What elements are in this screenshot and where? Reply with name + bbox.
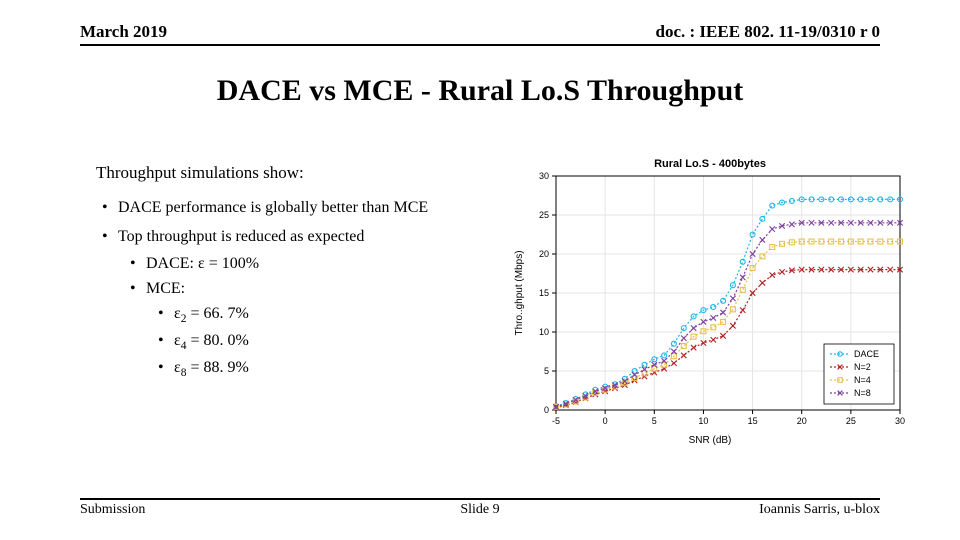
svg-text:5: 5 xyxy=(652,416,657,426)
body-text: Throughput simulations show: DACE perfor… xyxy=(96,160,496,387)
svg-text:10: 10 xyxy=(539,327,549,337)
svg-text:10: 10 xyxy=(698,416,708,426)
footer: Submission Slide 9 Ioannis Sarris, u-blo… xyxy=(80,498,880,518)
svg-text:20: 20 xyxy=(797,416,807,426)
svg-text:-5: -5 xyxy=(552,416,560,426)
chart-xlabel: SNR (dB) xyxy=(510,435,910,446)
svg-text:N=4: N=4 xyxy=(854,375,871,385)
svg-text:0: 0 xyxy=(544,405,549,415)
svg-text:25: 25 xyxy=(846,416,856,426)
svg-text:15: 15 xyxy=(539,288,549,298)
chart-svg: -5051015202530051015202530Thro..ghput (M… xyxy=(510,172,910,430)
bullet-mce-text: MCE: xyxy=(146,280,185,297)
bullet-eps4: ε4 = 80. 0% xyxy=(158,329,496,356)
bullet-eps8: ε8 = 88. 9% xyxy=(158,356,496,383)
svg-text:Thro..ghput (Mbps): Thro..ghput (Mbps) xyxy=(514,250,525,335)
bullet-eps2: ε2 = 66. 7% xyxy=(158,302,496,329)
svg-text:N=8: N=8 xyxy=(854,388,871,398)
svg-text:N=2: N=2 xyxy=(854,362,871,372)
header-doc-id: doc. : IEEE 802. 11-19/0310 r 0 xyxy=(656,22,880,42)
footer-left: Submission xyxy=(80,502,145,518)
svg-text:15: 15 xyxy=(748,416,758,426)
svg-text:25: 25 xyxy=(539,210,549,220)
bullet-top-throughput-text: Top throughput is reduced as expected xyxy=(118,228,364,245)
slide-title: DACE vs MCE - Rural Lo.S Throughput xyxy=(0,74,960,108)
svg-text:20: 20 xyxy=(539,249,549,259)
bullet-dace-better: DACE performance is globally better than… xyxy=(102,196,496,221)
throughput-chart: Rural Lo.S - 400bytes -50510152025300510… xyxy=(510,158,910,448)
header-date: March 2019 xyxy=(80,22,167,42)
header: March 2019 doc. : IEEE 802. 11-19/0310 r… xyxy=(80,22,880,46)
lead-text: Throughput simulations show: xyxy=(96,160,496,186)
bullet-top-throughput: Top throughput is reduced as expected DA… xyxy=(102,225,496,382)
svg-text:0: 0 xyxy=(603,416,608,426)
svg-text:30: 30 xyxy=(895,416,905,426)
svg-text:5: 5 xyxy=(544,366,549,376)
footer-right: Ioannis Sarris, u-blox xyxy=(759,502,880,518)
bullet-mce: MCE: ε2 = 66. 7% ε4 = 80. 0% ε8 = 88. 9% xyxy=(130,277,496,383)
svg-text:30: 30 xyxy=(539,172,549,181)
svg-text:DACE: DACE xyxy=(854,349,879,359)
bullet-dace-eps: DACE: ε = 100% xyxy=(130,252,496,277)
chart-title: Rural Lo.S - 400bytes xyxy=(510,158,910,170)
